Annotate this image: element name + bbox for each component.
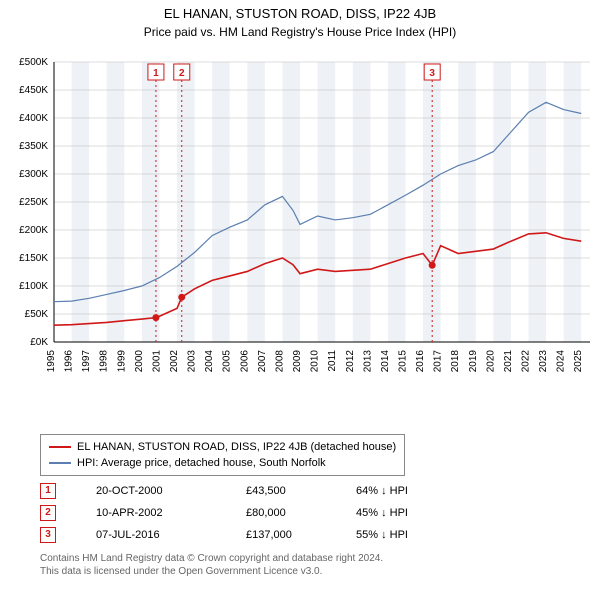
footer-line-1: Contains HM Land Registry data © Crown c…	[40, 552, 590, 565]
svg-text:2000: 2000	[134, 350, 145, 373]
transaction-marker: 2	[40, 505, 56, 521]
svg-text:2024: 2024	[556, 350, 567, 373]
svg-text:1996: 1996	[64, 350, 75, 373]
footer-line-2: This data is licensed under the Open Gov…	[40, 565, 590, 578]
page-subtitle: Price paid vs. HM Land Registry's House …	[0, 25, 600, 39]
legend-swatch	[49, 446, 71, 448]
svg-text:2012: 2012	[345, 350, 356, 373]
svg-text:2015: 2015	[397, 350, 408, 373]
svg-text:£500K: £500K	[19, 57, 48, 68]
transactions-table: 1 20-OCT-2000 £43,500 64% ↓ HPI 2 10-APR-2002…	[40, 480, 446, 546]
svg-text:2025: 2025	[573, 350, 584, 373]
transaction-row: 1 20-OCT-2000 £43,500 64% ↓ HPI	[40, 480, 446, 502]
svg-text:2014: 2014	[380, 350, 391, 373]
svg-text:£100K: £100K	[19, 281, 48, 292]
svg-text:2001: 2001	[151, 350, 162, 373]
svg-text:£300K: £300K	[19, 169, 48, 180]
svg-text:2013: 2013	[362, 350, 373, 373]
svg-text:£0K: £0K	[30, 337, 48, 348]
svg-text:2018: 2018	[450, 350, 461, 373]
svg-text:3: 3	[429, 68, 435, 79]
svg-text:2022: 2022	[520, 350, 531, 373]
svg-text:2005: 2005	[222, 350, 233, 373]
svg-text:2017: 2017	[433, 350, 444, 373]
svg-text:1995: 1995	[46, 350, 57, 373]
transaction-price: £137,000	[246, 529, 316, 541]
svg-text:2002: 2002	[169, 350, 180, 373]
legend-label: HPI: Average price, detached house, Sout…	[77, 455, 326, 471]
transaction-hpi: 64% ↓ HPI	[356, 485, 446, 497]
legend-item: EL HANAN, STUSTON ROAD, DISS, IP22 4JB (…	[49, 439, 396, 455]
data-attribution: Contains HM Land Registry data © Crown c…	[40, 552, 590, 578]
svg-text:2006: 2006	[239, 350, 250, 373]
svg-text:2023: 2023	[538, 350, 549, 373]
svg-text:£400K: £400K	[19, 113, 48, 124]
svg-text:2019: 2019	[468, 350, 479, 373]
page-title: EL HANAN, STUSTON ROAD, DISS, IP22 4JB	[0, 6, 600, 21]
transaction-row: 3 07-JUL-2016 £137,000 55% ↓ HPI	[40, 524, 446, 546]
svg-text:1999: 1999	[116, 350, 127, 373]
transaction-date: 07-JUL-2016	[96, 529, 206, 541]
transaction-hpi: 45% ↓ HPI	[356, 507, 446, 519]
transaction-date: 10-APR-2002	[96, 507, 206, 519]
transaction-hpi: 55% ↓ HPI	[356, 529, 446, 541]
transaction-marker: 3	[40, 527, 56, 543]
svg-text:£350K: £350K	[19, 141, 48, 152]
legend-label: EL HANAN, STUSTON ROAD, DISS, IP22 4JB (…	[77, 439, 396, 455]
svg-text:£50K: £50K	[25, 309, 49, 320]
svg-text:£250K: £250K	[19, 197, 48, 208]
svg-text:£150K: £150K	[19, 253, 48, 264]
legend-swatch	[49, 462, 71, 464]
transaction-price: £43,500	[246, 485, 316, 497]
transaction-price: £80,000	[246, 507, 316, 519]
transaction-date: 20-OCT-2000	[96, 485, 206, 497]
svg-text:2016: 2016	[415, 350, 426, 373]
svg-text:2021: 2021	[503, 350, 514, 373]
svg-text:£200K: £200K	[19, 225, 48, 236]
svg-text:2: 2	[179, 68, 185, 79]
svg-text:1997: 1997	[81, 350, 92, 373]
legend-item: HPI: Average price, detached house, Sout…	[49, 455, 396, 471]
transaction-marker: 1	[40, 483, 56, 499]
svg-text:2003: 2003	[187, 350, 198, 373]
svg-text:2011: 2011	[327, 350, 338, 372]
svg-text:2008: 2008	[274, 350, 285, 373]
svg-text:2009: 2009	[292, 350, 303, 373]
svg-text:2020: 2020	[485, 350, 496, 373]
svg-text:£450K: £450K	[19, 85, 48, 96]
svg-text:1: 1	[153, 68, 159, 79]
svg-text:1998: 1998	[99, 350, 110, 373]
svg-text:2010: 2010	[310, 350, 321, 373]
price-chart: £0K £50K £100K £150K £200K £250K £300K £350K £40…	[0, 54, 600, 394]
transaction-row: 2 10-APR-2002 £80,000 45% ↓ HPI	[40, 502, 446, 524]
legend: EL HANAN, STUSTON ROAD, DISS, IP22 4JB (…	[40, 434, 405, 476]
svg-text:2007: 2007	[257, 350, 268, 373]
svg-text:2004: 2004	[204, 350, 215, 373]
